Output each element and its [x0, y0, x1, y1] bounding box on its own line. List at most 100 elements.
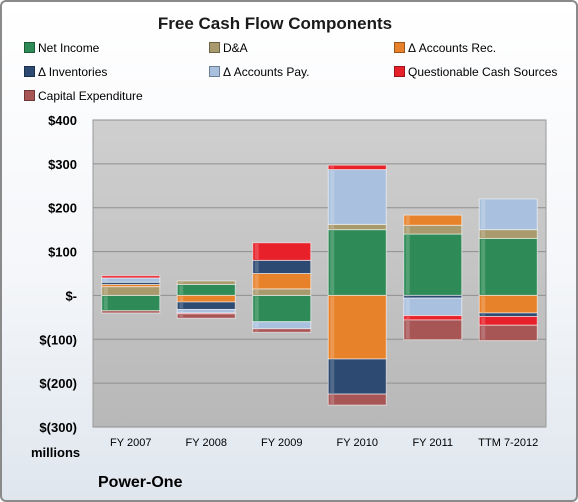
bar-highlight [405, 226, 410, 234]
legend-item: D&A [209, 41, 248, 55]
legend-label: Δ Accounts Rec. [408, 41, 497, 55]
legend-swatch [24, 66, 35, 77]
legend-item: Δ Accounts Rec. [394, 41, 496, 55]
legend-item: Δ Inventories [24, 65, 107, 79]
bar-segment [101, 294, 161, 312]
bar-segment [478, 294, 538, 314]
bar-highlight [405, 296, 410, 298]
x-tick-label: FY 2011 [412, 437, 453, 449]
bar-highlight [330, 230, 335, 295]
bar-segment [327, 223, 387, 231]
y-tick-label: $(300) [39, 420, 77, 435]
bar-segment [327, 294, 387, 360]
bar-segment [403, 214, 463, 226]
bar-highlight [481, 296, 486, 312]
bar-highlight [254, 274, 259, 288]
bar-highlight [330, 166, 335, 169]
x-tick-label: FY 2007 [110, 437, 151, 449]
company-name: Power-One [98, 474, 183, 491]
bar-highlight [481, 230, 486, 238]
bar-segment [327, 229, 387, 296]
plot-area [92, 119, 547, 428]
x-tick-label: TTM 7-2012 [478, 437, 538, 449]
bar-highlight [481, 326, 486, 340]
bar-segment [101, 286, 161, 296]
bar-segment [403, 319, 463, 341]
bar-segment [478, 315, 538, 326]
legend-swatch [209, 66, 220, 77]
legend-label: Net Income [38, 41, 100, 55]
bar-highlight [103, 287, 108, 295]
legend-label: D&A [223, 41, 248, 55]
legend-item: Net Income [24, 41, 99, 55]
bar-highlight [481, 199, 486, 229]
bar-highlight [405, 320, 410, 339]
bar-highlight [254, 322, 259, 328]
bar-segment [327, 169, 387, 225]
bar-segment [478, 229, 538, 239]
x-tick-label: FY 2008 [186, 437, 227, 449]
bar-segment [403, 297, 463, 317]
legend-label: Questionable Cash Sources [408, 65, 558, 79]
y-tick-label: $100 [48, 245, 77, 260]
bar-segment [252, 273, 312, 290]
legend-swatch [24, 90, 35, 101]
y-tick-label: $300 [48, 157, 77, 172]
y-tick-label: $400 [48, 113, 77, 128]
legend-swatch [394, 66, 405, 77]
bar-segment [478, 198, 538, 231]
x-tick-label: FY 2009 [261, 437, 302, 449]
bar-highlight [179, 281, 184, 284]
bar-highlight [254, 261, 259, 273]
bar-segment [252, 328, 312, 333]
bar-highlight [330, 296, 335, 359]
bar-segment [101, 277, 161, 283]
bar-highlight [481, 239, 486, 295]
bar-segment [252, 242, 312, 261]
bar-segment [327, 393, 387, 406]
bar-highlight [481, 313, 486, 316]
y-tick-label: $(200) [39, 376, 77, 391]
bar-segment [176, 313, 236, 319]
bar-segment [101, 310, 161, 314]
bar-segment [478, 237, 538, 296]
legend-label: Capital Expenditure [38, 89, 143, 103]
bar-highlight [179, 296, 184, 302]
y-unit-label: millions [31, 445, 81, 460]
bar-segment [403, 224, 463, 235]
bar-highlight [254, 243, 259, 260]
bar-highlight [405, 299, 410, 315]
y-tick-label: $(100) [39, 332, 77, 347]
y-tick-label: $- [65, 288, 77, 303]
bar-highlight [405, 235, 410, 295]
chart-title: Free Cash Flow Components [157, 14, 393, 33]
bar-highlight [179, 314, 184, 318]
bar-highlight [254, 296, 259, 321]
bar-segment [101, 275, 161, 279]
bar-highlight [405, 316, 410, 319]
bar-highlight [330, 225, 335, 229]
bar-segment [176, 308, 236, 314]
bar-segment [403, 315, 463, 321]
legend-item: Questionable Cash Sources [394, 65, 557, 79]
bar-segment [252, 288, 312, 296]
legend-swatch [394, 42, 405, 53]
legend-item: Δ Accounts Pay. [209, 65, 310, 79]
bar-segment [327, 164, 387, 171]
bar-highlight [103, 296, 108, 310]
bar-highlight [481, 317, 486, 325]
bar-highlight [254, 329, 259, 332]
bar-segment [176, 283, 236, 296]
bar-highlight [179, 303, 184, 309]
bar-segment [176, 301, 236, 310]
bar-segment [252, 321, 312, 330]
bar-highlight [179, 285, 184, 295]
bar-segment [252, 294, 312, 323]
bar-highlight [330, 170, 335, 224]
bar-highlight [405, 216, 410, 225]
bar-segment [176, 280, 236, 285]
bar-highlight [330, 395, 335, 405]
bar-highlight [254, 289, 259, 295]
bar-segment [252, 259, 312, 275]
